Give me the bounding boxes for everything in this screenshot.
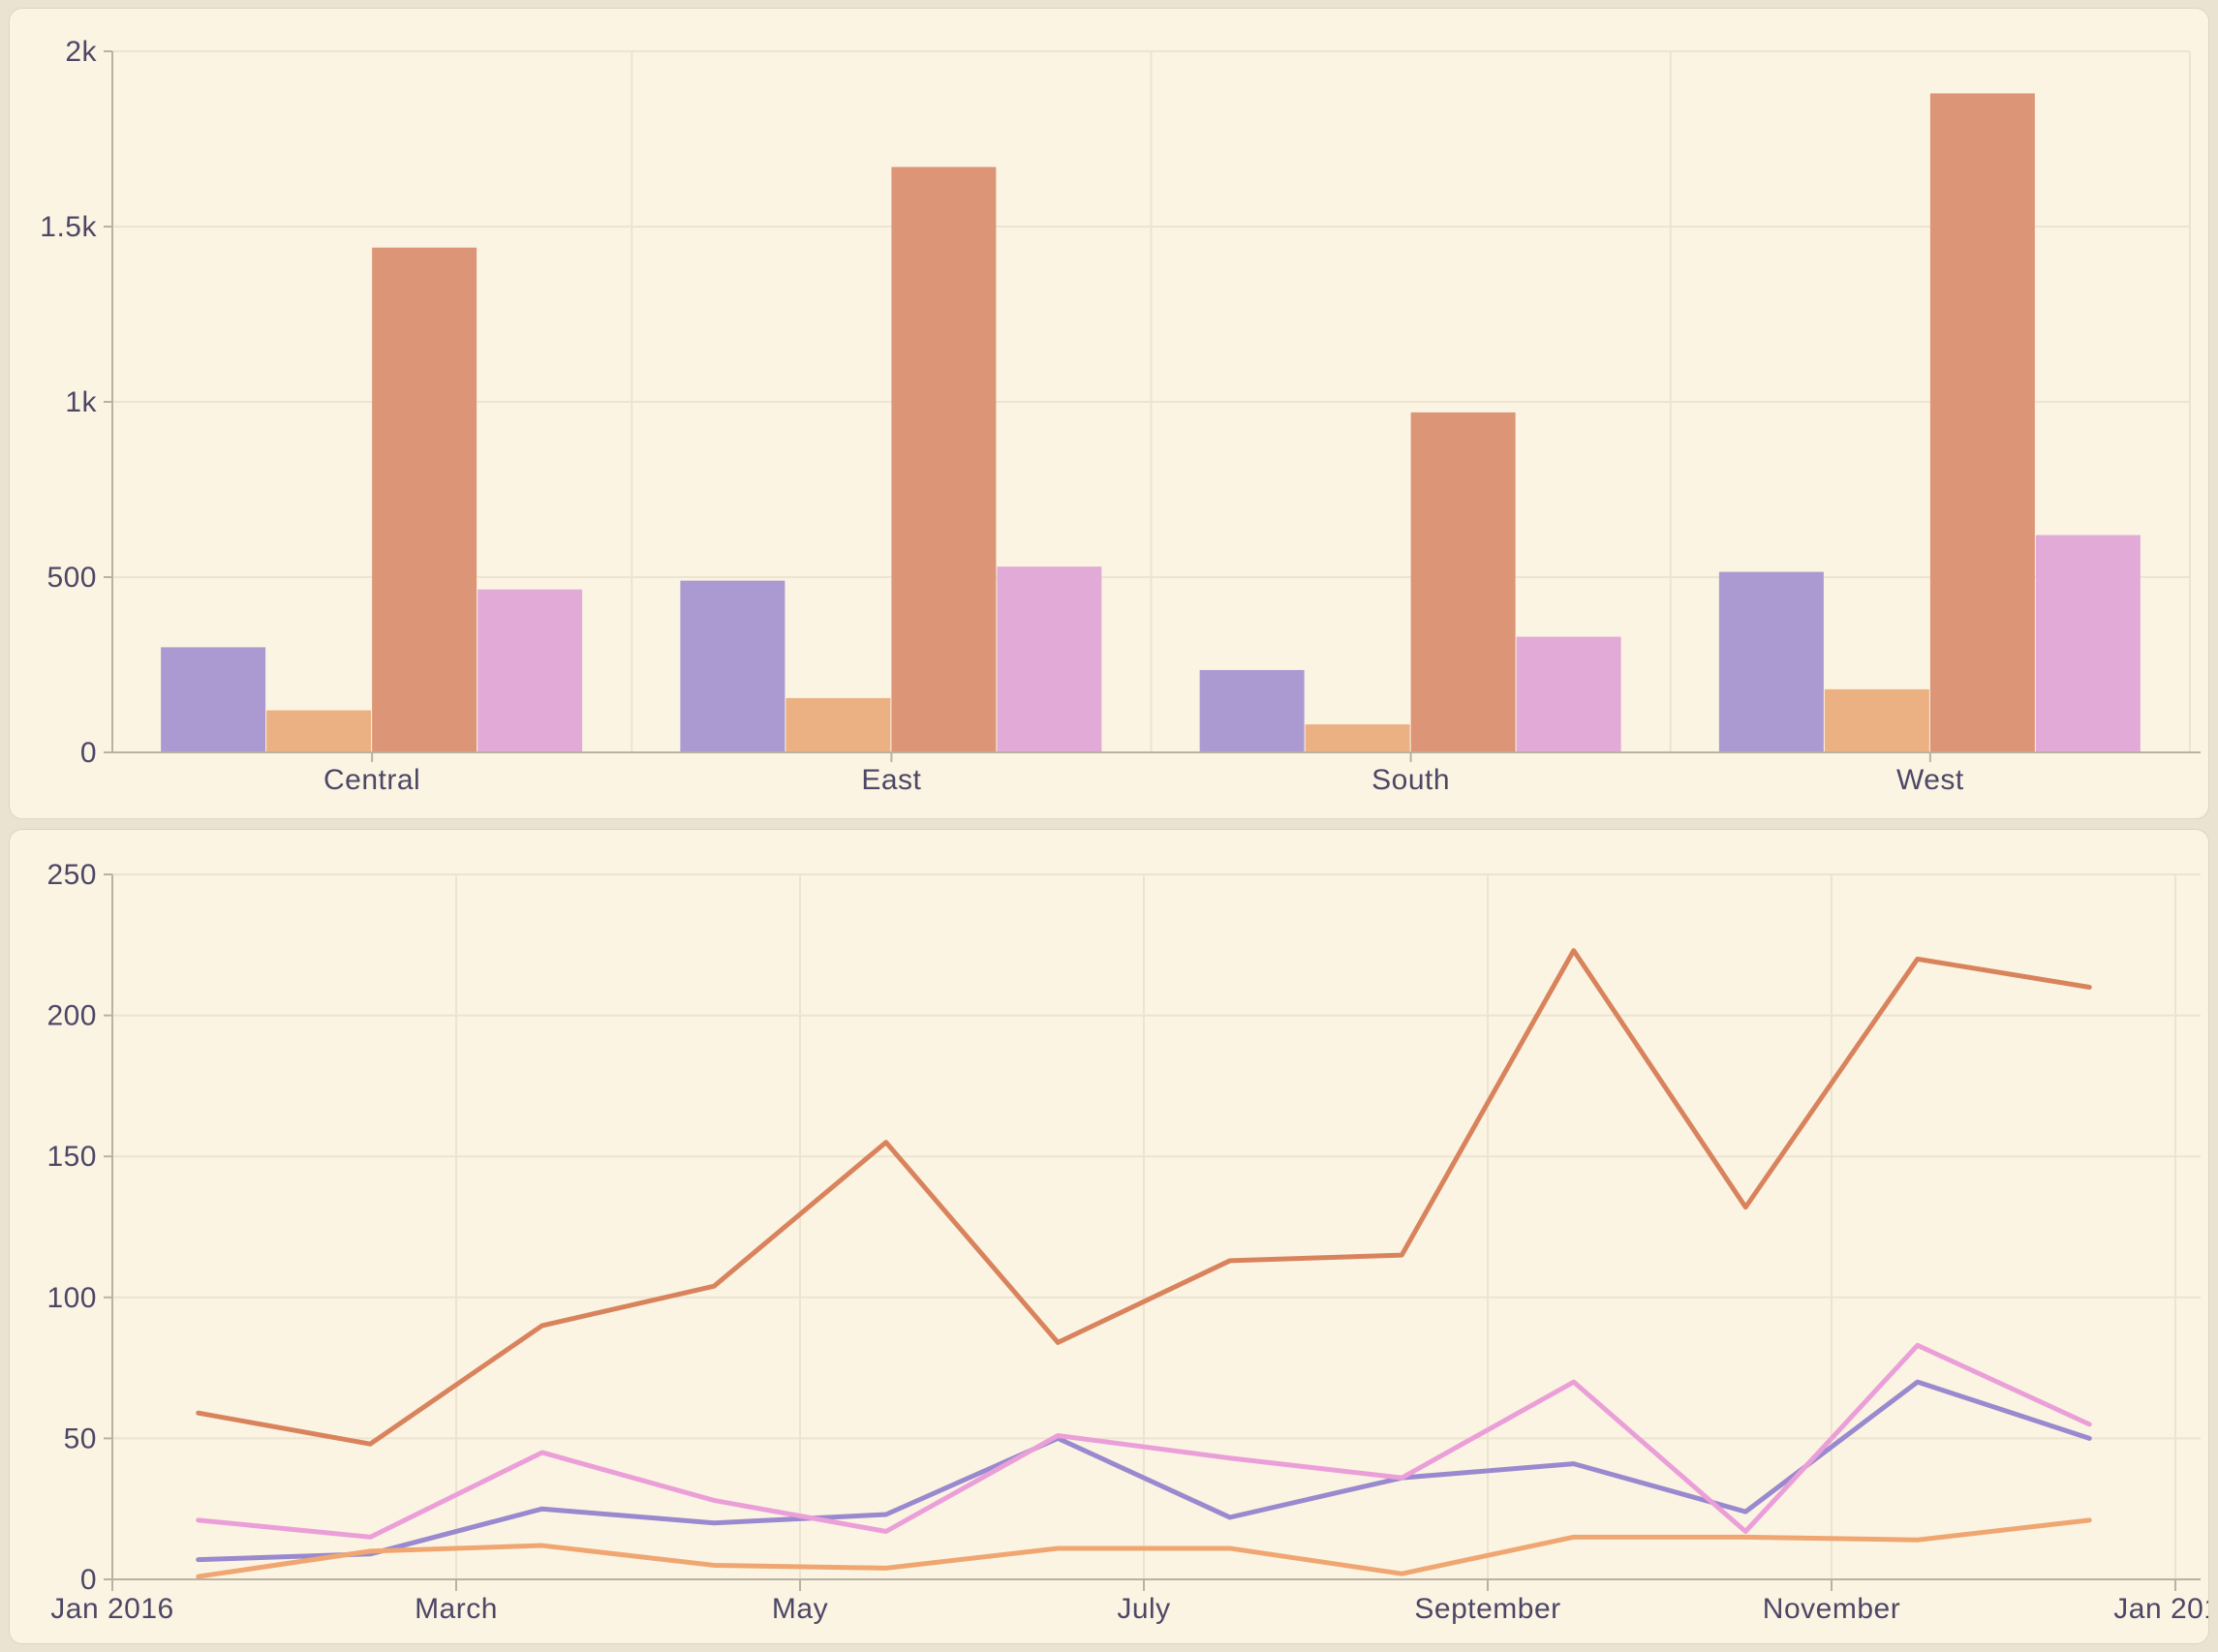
- bar-light-orange: [786, 697, 891, 752]
- y-tick-label: 50: [64, 1423, 97, 1454]
- category-label: South: [1371, 764, 1450, 796]
- bar-salmon: [1929, 93, 2035, 752]
- x-tick-label: Jan 2017: [2113, 1593, 2208, 1625]
- category-label: West: [1896, 764, 1964, 796]
- bar-light-orange: [1824, 688, 1929, 752]
- bar-light-orange: [266, 710, 372, 752]
- line-series-pink: [196, 1342, 2092, 1540]
- bar-chart-panel: Central East South West 0 500 1k 1.5k 2k: [9, 8, 2209, 819]
- bar-salmon: [891, 167, 997, 752]
- bar-purple: [1718, 571, 1824, 752]
- bar-salmon: [1410, 412, 1516, 752]
- line-series-salmon: [196, 948, 2092, 1447]
- bar-pink: [1516, 636, 1621, 752]
- bar-pink: [2035, 535, 2141, 752]
- y-tick-label: 2k: [65, 36, 97, 68]
- y-tick-label: 150: [46, 1141, 97, 1173]
- line-series-light-orange: [196, 1517, 2092, 1579]
- bar-pink: [997, 566, 1102, 752]
- bar-purple: [1199, 669, 1305, 752]
- bar-purple: [680, 580, 786, 752]
- bar-salmon: [372, 247, 477, 753]
- category-label: East: [861, 764, 921, 796]
- category-label: Central: [323, 764, 420, 796]
- y-tick-label: 100: [46, 1282, 97, 1314]
- x-tick-label: November: [1763, 1593, 1900, 1625]
- bar-light-orange: [1305, 724, 1410, 752]
- y-tick-label: 0: [80, 737, 97, 769]
- y-tick-label: 250: [46, 859, 97, 891]
- line-chart-panel: 0 50 100 150 200 250 Jan 2016 March May July Septe…: [9, 829, 2209, 1644]
- bar-purple: [161, 647, 266, 752]
- x-tick-label: July: [1117, 1593, 1170, 1625]
- y-tick-label: 1k: [65, 386, 97, 418]
- bar-chart-svg: Central East South West 0 500 1k 1.5k 2k: [40, 36, 2201, 796]
- x-tick-label: September: [1414, 1593, 1560, 1625]
- y-tick-label: 500: [46, 562, 97, 594]
- x-tick-label: March: [415, 1593, 498, 1625]
- line-series-purple: [196, 1379, 2092, 1563]
- y-tick-label: 0: [80, 1564, 97, 1596]
- bar-pink: [477, 589, 583, 752]
- y-tick-label: 200: [46, 1000, 97, 1032]
- x-tick-label: May: [772, 1593, 828, 1625]
- y-tick-label: 1.5k: [40, 211, 97, 243]
- x-tick-label: Jan 2016: [50, 1593, 173, 1625]
- line-chart-svg: 0 50 100 150 200 250 Jan 2016 March May July Septe…: [46, 859, 2208, 1625]
